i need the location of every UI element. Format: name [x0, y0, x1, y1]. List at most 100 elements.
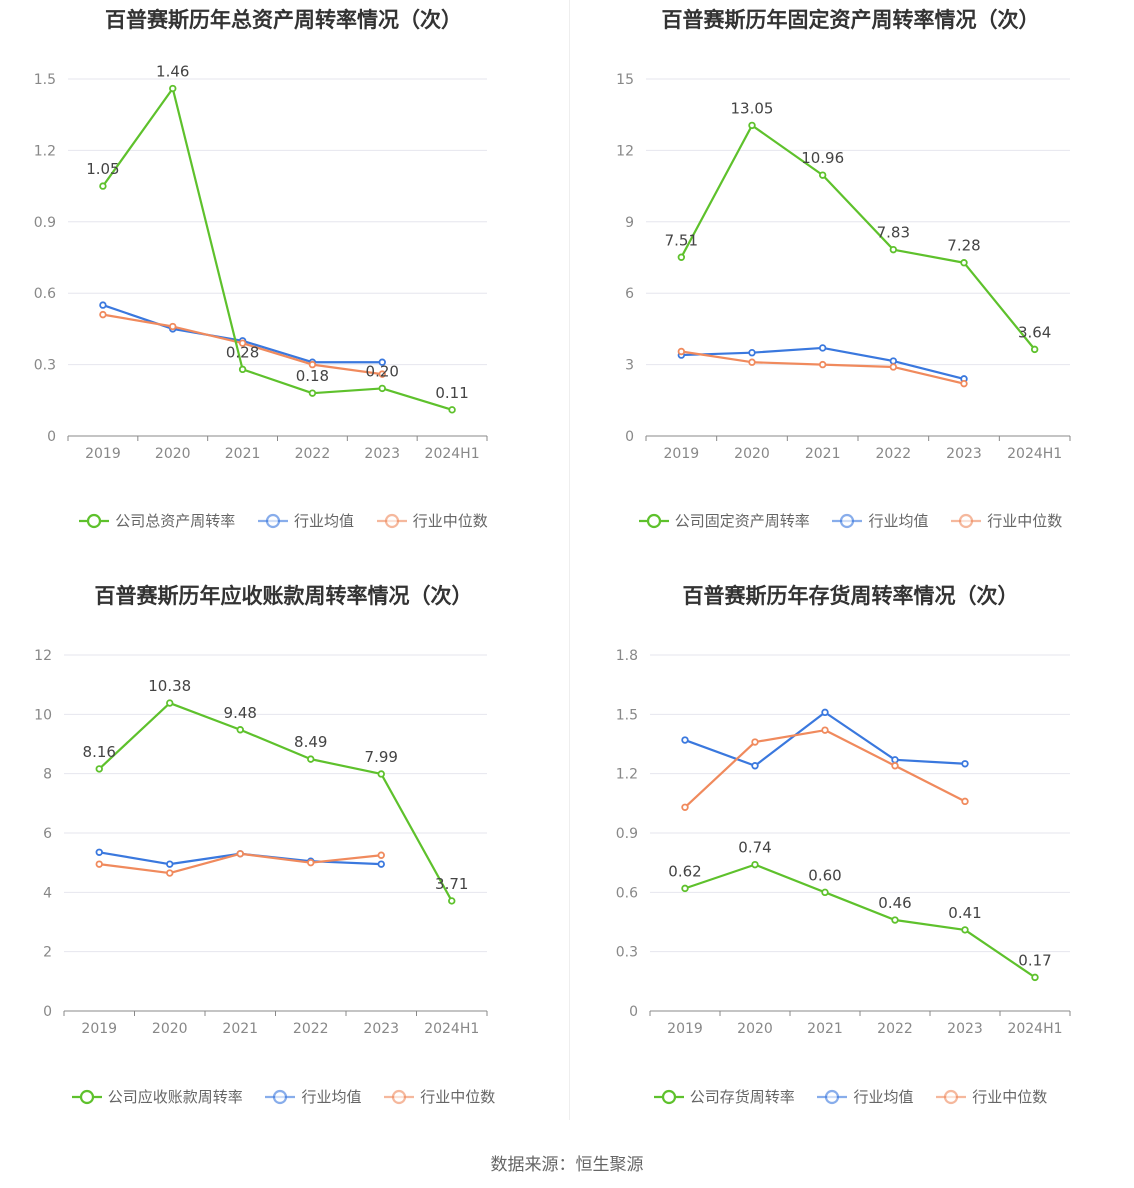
data-point-average[interactable] [821, 708, 829, 717]
legend-item-median[interactable]: 行业中位数 [376, 510, 488, 531]
data-point-company[interactable] [166, 699, 174, 707]
data-point-median[interactable] [891, 762, 899, 770]
data-point-average[interactable] [377, 860, 385, 868]
line-chart: 0 3 6 9 12 15 2019 2020 2021 2022 2023 2024H1 7.51 13… [616, 72, 1071, 462]
data-point-average[interactable] [166, 860, 174, 868]
x-tick-label: 2021 [807, 1021, 843, 1037]
data-label: 0.11 [435, 384, 468, 402]
data-point-median[interactable] [308, 360, 317, 369]
legend-circle [392, 1089, 407, 1104]
x-tick-label: 2020 [155, 446, 191, 462]
data-point-company[interactable] [99, 182, 107, 190]
data-point-company[interactable] [961, 926, 969, 934]
legend-circle [265, 513, 281, 528]
data-point-median[interactable] [677, 347, 686, 356]
data-point-company[interactable] [818, 171, 827, 179]
data-point-median[interactable] [377, 851, 385, 859]
data-label: 3.64 [1018, 323, 1051, 341]
y-tick-label: 0.6 [34, 286, 56, 302]
data-point-company[interactable] [448, 897, 456, 905]
legend-item-median[interactable]: 行业中位数 [951, 510, 1062, 531]
legend-item-average[interactable]: 行业均值 [265, 1086, 362, 1107]
data-point-average[interactable] [889, 357, 898, 365]
data-point-company[interactable] [751, 860, 759, 869]
legend-item-median[interactable]: 行业中位数 [384, 1086, 495, 1107]
data-point-company[interactable] [821, 888, 829, 897]
data-point-average[interactable] [751, 762, 759, 770]
data-point-company[interactable] [889, 245, 898, 254]
data-point-median[interactable] [961, 797, 969, 806]
data-label: 10.96 [801, 149, 844, 167]
data-point-median[interactable] [238, 339, 247, 347]
x-tick-label: 2023 [947, 1021, 983, 1037]
data-point-company[interactable] [307, 755, 315, 763]
data-point-median[interactable] [99, 310, 107, 319]
data-point-median[interactable] [681, 803, 689, 811]
legend-item-company[interactable]: 公司总资产周转率 [79, 510, 235, 531]
data-label: 9.48 [224, 704, 257, 722]
data-point-company[interactable] [378, 384, 386, 393]
data-point-company[interactable] [236, 726, 244, 734]
legend-marker-icon [951, 513, 982, 528]
legend-item-average[interactable]: 行业均值 [817, 1086, 914, 1107]
data-point-median[interactable] [236, 850, 244, 858]
data-point-median[interactable] [307, 858, 315, 867]
data-point-company[interactable] [169, 84, 177, 93]
legend-marker-icon [265, 1089, 296, 1104]
series-line-company [102, 87, 453, 411]
data-point-median[interactable] [960, 379, 968, 388]
legend-label: 行业均值 [868, 512, 929, 530]
legend-circle [87, 513, 102, 528]
data-point-company[interactable] [677, 253, 686, 261]
legend-label: 行业均值 [293, 512, 354, 530]
data-point-average[interactable] [378, 358, 386, 366]
series-line-company [684, 863, 1036, 979]
data-point-company[interactable] [1030, 345, 1039, 354]
data-point-median[interactable] [821, 726, 829, 734]
y-tick-label: 0.3 [34, 358, 56, 374]
y-tick-label: 0.9 [34, 215, 56, 231]
data-point-company[interactable] [95, 765, 103, 773]
data-point-company[interactable] [891, 916, 899, 924]
data-point-average[interactable] [891, 756, 899, 764]
legend: 公司应收账款周转率 行业均值 行业中位数 [0, 1086, 567, 1109]
legend-item-company[interactable]: 公司固定资产周转率 [638, 510, 810, 531]
data-point-average[interactable] [748, 349, 756, 357]
data-point-average[interactable] [681, 736, 689, 744]
data-point-median[interactable] [889, 363, 898, 371]
data-point-average[interactable] [961, 760, 969, 768]
legend-marker-icon [653, 1089, 684, 1104]
legend-item-median[interactable]: 行业中位数 [936, 1086, 1047, 1107]
legend-item-company[interactable]: 公司存货周转率 [653, 1086, 795, 1107]
data-point-median[interactable] [169, 322, 177, 331]
legend-item-average[interactable]: 行业均值 [832, 510, 929, 531]
data-point-median[interactable] [378, 370, 386, 378]
data-point-median[interactable] [818, 360, 827, 369]
data-point-company[interactable] [448, 406, 456, 414]
data-label: 0.46 [878, 894, 911, 912]
data-point-company[interactable] [308, 389, 317, 397]
data-label: 0.41 [948, 904, 981, 922]
data-point-average[interactable] [818, 344, 827, 352]
data-point-company[interactable] [1031, 973, 1039, 982]
data-point-average[interactable] [95, 848, 103, 856]
data-point-median[interactable] [166, 869, 174, 877]
x-tick-label: 2019 [667, 1021, 703, 1037]
data-point-median[interactable] [95, 860, 103, 868]
data-point-company[interactable] [960, 259, 968, 267]
legend-item-average[interactable]: 行业均值 [257, 510, 354, 531]
data-point-company[interactable] [681, 884, 689, 893]
data-point-median[interactable] [748, 358, 756, 366]
y-tick-label: 1.2 [616, 767, 638, 783]
data-point-median[interactable] [751, 738, 759, 746]
data-point-company[interactable] [748, 121, 756, 130]
y-tick-label: 2 [43, 945, 52, 961]
data-point-company[interactable] [377, 770, 385, 778]
x-tick-label: 2022 [876, 446, 912, 462]
x-tick-label: 2019 [85, 446, 121, 462]
legend-item-company[interactable]: 公司应收账款周转率 [71, 1086, 243, 1107]
legend: 公司存货周转率 行业均值 行业中位数 [567, 1086, 1134, 1109]
legend-circle [661, 1089, 676, 1104]
data-point-company[interactable] [238, 365, 247, 374]
data-point-average[interactable] [99, 301, 107, 309]
